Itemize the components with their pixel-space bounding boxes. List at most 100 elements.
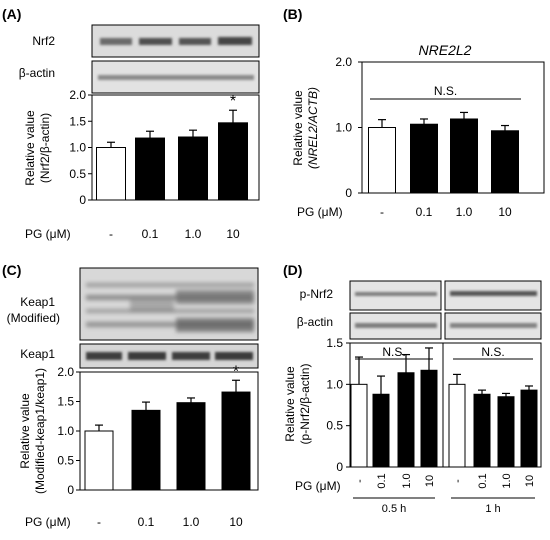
panel-c-letter: (C) <box>2 262 22 278</box>
x-tick-label-A: 10 <box>226 227 240 241</box>
x-tick-label-D: 0.1 <box>477 473 489 488</box>
bar-D <box>497 396 515 468</box>
x-tick-label-B: - <box>380 205 384 219</box>
y-tick-label-D: 0 <box>336 460 343 474</box>
x-axis-label-B: PG (μM) <box>297 205 343 219</box>
y-axis-label-line2-D: (p-Nrf2/β-actin) <box>298 364 312 445</box>
bar-C <box>221 391 251 491</box>
bar-B <box>491 130 519 194</box>
bar-C <box>84 430 114 491</box>
x-axis-label-C: PG (μM) <box>25 515 71 529</box>
bar-D <box>448 383 466 468</box>
y-axis-label-line2-B: (NREL2/ACTB) <box>306 87 320 169</box>
y-axis-label-line2-C: (Modified-keap1/keap1) <box>33 368 47 494</box>
plot-frame-D <box>349 342 542 468</box>
ns-label-D: N.S. <box>481 345 504 359</box>
y-tick-label-A: 1.5 <box>69 114 86 128</box>
blot-actin-a-band <box>98 75 254 80</box>
x-tick-label-B: 1.0 <box>456 205 473 219</box>
bar-D <box>372 393 390 468</box>
panel-d-letter: (D) <box>283 262 303 278</box>
x-tick-label-C: 0.1 <box>138 515 155 529</box>
blot-label-actin-d: β-actin <box>297 315 333 329</box>
blot-keap1-modified-bands <box>86 283 254 332</box>
bar-D <box>350 383 368 468</box>
blot-pnrf2-bands <box>355 291 537 296</box>
ns-label-D: N.S. <box>382 345 405 359</box>
x-tick-label-C: 1.0 <box>183 515 200 529</box>
panel-b-title: NRE2L2 <box>419 42 472 58</box>
panel-b-letter: (B) <box>283 6 303 22</box>
significance-mark-A: * <box>230 93 236 110</box>
x-tick-label-D: 1.0 <box>501 473 513 488</box>
x-axis-label-A: PG (μM) <box>25 227 71 241</box>
x-tick-label-D: 1.0 <box>401 473 413 488</box>
y-tick-label-D: 1.0 <box>326 377 343 391</box>
y-axis-label-line1-D: Relative value <box>283 366 297 442</box>
y-tick-label-C: 2.0 <box>57 365 74 379</box>
significance-mark-C: * <box>233 363 239 380</box>
bar-D <box>397 372 415 468</box>
group-label-D: 1 h <box>485 503 500 515</box>
x-tick-label-D: 10 <box>424 475 436 487</box>
y-tick-label-A: 1.0 <box>69 141 86 155</box>
x-tick-label-D: 0.1 <box>376 473 388 488</box>
x-tick-label-B: 10 <box>498 205 512 219</box>
blot-nrf2-bands <box>100 37 252 45</box>
blot-keap1-bands <box>86 352 253 360</box>
bar-A <box>178 136 208 201</box>
y-axis-label-A: Relative value (Nrf2/β-actin) <box>23 110 52 186</box>
y-tick-label-B: 0 <box>345 186 352 200</box>
x-tick-label-A: 1.0 <box>185 227 202 241</box>
bar-B <box>450 118 478 194</box>
x-tick-label-B: 0.1 <box>416 205 433 219</box>
bar-B <box>410 123 438 194</box>
bar-A <box>218 122 248 201</box>
y-tick-label-A: 0.5 <box>69 167 86 181</box>
blot-actin-d-bands <box>355 323 537 328</box>
panel-a-letter: (A) <box>2 6 22 22</box>
bar-A <box>96 147 126 201</box>
y-tick-label-C: 0 <box>67 483 74 497</box>
bar-C <box>131 409 161 491</box>
y-axis-label-D: Relative value (p-Nrf2/β-actin) <box>283 364 312 445</box>
y-tick-label-B: 2.0 <box>335 55 352 69</box>
blot-label-keap1-modified-2: (Modified) <box>7 311 60 325</box>
y-axis-label-line2-A: (Nrf2/β-actin) <box>38 113 52 183</box>
y-tick-label-C: 0.5 <box>57 454 74 468</box>
y-tick-label-A: 0 <box>79 193 86 207</box>
x-tick-label-D: 10 <box>524 475 536 487</box>
y-tick-label-C: 1.0 <box>57 424 74 438</box>
blot-label-nrf2: Nrf2 <box>32 34 55 48</box>
x-tick-label-C: 10 <box>229 515 243 529</box>
y-tick-label-C: 1.5 <box>57 395 74 409</box>
x-tick-label-A: 0.1 <box>142 227 159 241</box>
y-axis-label-line1-B: Relative value <box>291 90 305 166</box>
x-tick-label-A: - <box>109 227 113 241</box>
x-tick-label-D: - <box>452 479 464 483</box>
bar-B <box>368 127 396 194</box>
ns-label-B: N.S. <box>434 84 457 98</box>
bar-C <box>176 402 206 491</box>
bar-D <box>420 369 438 468</box>
x-tick-label-D: - <box>354 479 366 483</box>
y-axis-label-line1-A: Relative value <box>23 110 37 186</box>
x-tick-label-C: - <box>97 515 101 529</box>
bar-D <box>473 393 491 468</box>
y-axis-label-B: Relative value (NREL2/ACTB) <box>291 87 320 169</box>
bar-A <box>135 137 165 201</box>
y-tick-label-A: 2.0 <box>69 88 86 102</box>
x-axis-label-D: PG (μM) <box>295 479 341 493</box>
y-axis-label-C: Relative value (Modified-keap1/keap1) <box>18 368 47 494</box>
blot-label-keap1: Keap1 <box>20 347 55 361</box>
blot-label-actin-a: β-actin <box>19 66 55 80</box>
bar-D <box>520 389 538 468</box>
y-tick-label-D: 1.5 <box>326 336 343 350</box>
y-tick-label-D: 0.5 <box>326 419 343 433</box>
blot-label-pnrf2: p-Nrf2 <box>300 287 334 301</box>
y-tick-label-B: 1.0 <box>335 121 352 135</box>
blot-label-keap1-modified: Keap1 <box>20 295 55 309</box>
group-label-D: 0.5 h <box>382 503 406 515</box>
